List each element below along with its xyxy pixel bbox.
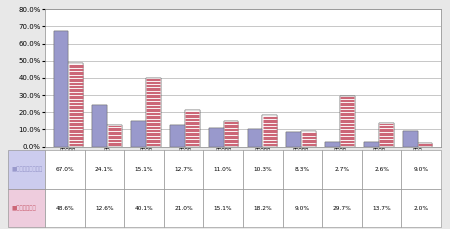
Bar (379, 123, 394, 147)
Bar (68, 63, 83, 147)
Bar (224, 121, 239, 147)
Bar (340, 95, 355, 147)
Bar (340, 95, 355, 147)
Bar (248, 129, 262, 147)
Bar (340, 95, 355, 147)
Bar (146, 78, 161, 147)
Bar (248, 129, 262, 147)
Bar (379, 123, 394, 147)
Bar (325, 142, 340, 147)
Bar (185, 111, 199, 147)
Bar (379, 123, 394, 147)
Bar (403, 131, 418, 147)
Bar (364, 142, 379, 147)
Bar (418, 143, 432, 147)
Bar (301, 131, 316, 147)
Bar (92, 105, 107, 147)
Bar (325, 142, 340, 147)
Bar (54, 31, 68, 147)
Bar (418, 143, 432, 147)
Bar (107, 125, 122, 147)
Bar (287, 132, 301, 147)
Bar (185, 111, 199, 147)
Bar (146, 78, 161, 147)
Bar (418, 143, 432, 147)
Bar (131, 121, 146, 147)
Bar (170, 125, 185, 147)
Bar (262, 115, 277, 147)
Bar (262, 115, 277, 147)
Bar (262, 115, 277, 147)
Bar (107, 125, 122, 147)
Bar (301, 131, 316, 147)
Bar (403, 131, 418, 147)
Bar (209, 128, 224, 147)
Bar (170, 125, 185, 147)
Bar (146, 78, 161, 147)
Bar (68, 63, 83, 147)
Bar (131, 121, 146, 147)
Bar (301, 131, 316, 147)
Bar (54, 31, 68, 147)
Bar (209, 128, 224, 147)
Bar (185, 111, 199, 147)
Bar (68, 63, 83, 147)
Bar (224, 121, 239, 147)
Bar (287, 132, 301, 147)
Bar (364, 142, 379, 147)
Bar (224, 121, 239, 147)
Bar (107, 125, 122, 147)
Bar (92, 105, 107, 147)
